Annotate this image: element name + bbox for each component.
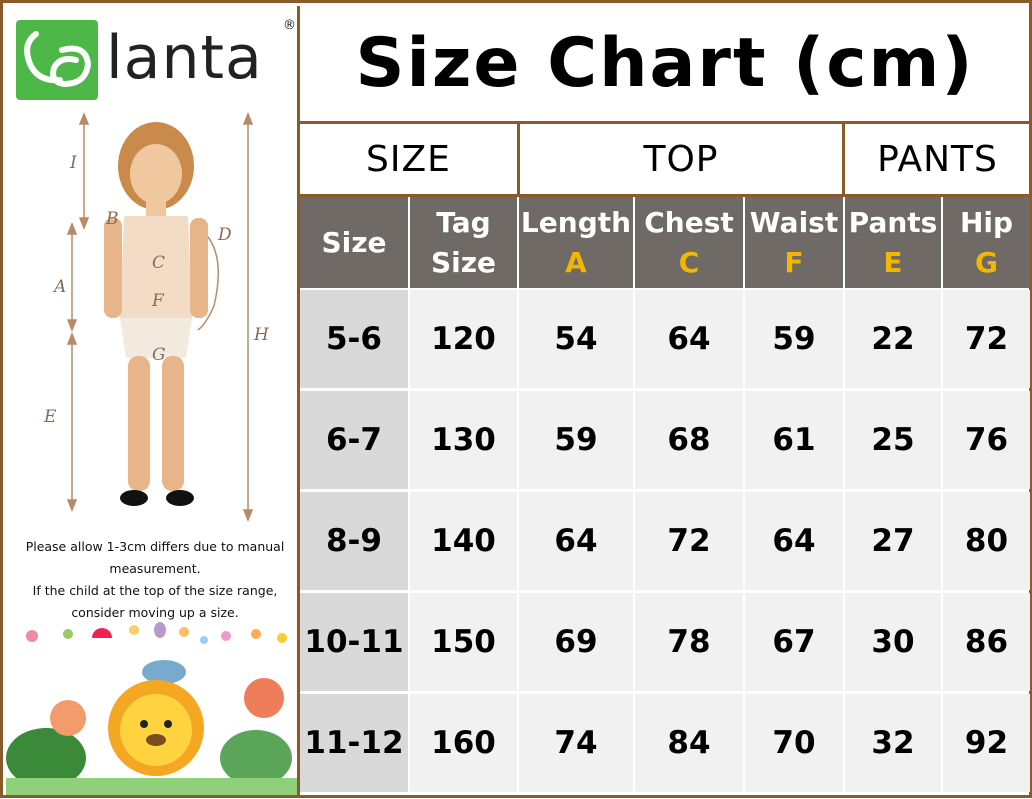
title-rule xyxy=(300,121,1030,124)
table-cell-pants: 25 xyxy=(845,391,941,489)
logo-mark-icon xyxy=(16,20,98,100)
note-line: If the child at the top of the size rang… xyxy=(32,583,278,598)
table-cell-chest: 68 xyxy=(635,391,743,489)
col-header-chest: Chest C xyxy=(635,197,743,288)
group-header-size: SIZE xyxy=(366,138,451,180)
table-cell-length: 74 xyxy=(519,694,633,792)
label-b: B xyxy=(105,209,119,229)
table-cell-hip: 86 xyxy=(943,593,1030,691)
child-figure-icon xyxy=(104,122,208,506)
table-cell-tag: 130 xyxy=(410,391,517,489)
table-cell-tag: 160 xyxy=(410,694,517,792)
table-cell-length: 69 xyxy=(519,593,633,691)
label-h: H xyxy=(253,325,270,345)
label-c: C xyxy=(152,253,165,273)
table-cell-chest: 64 xyxy=(635,290,743,388)
col-header-label-2: Size xyxy=(430,245,497,279)
table-cell-size: 8-9 xyxy=(300,492,408,590)
table-cell-hip: 72 xyxy=(943,290,1030,388)
table-cell-length: 59 xyxy=(519,391,633,489)
table-cell-pants: 32 xyxy=(845,694,941,792)
col-header-code: F xyxy=(784,245,804,279)
col-header-tag-size: Tag Size xyxy=(410,197,517,288)
col-header-size: Size xyxy=(300,197,408,288)
col-header-length: Length A xyxy=(519,197,633,288)
group-header-pants: PANTS xyxy=(877,138,998,180)
col-header-label: Hip xyxy=(959,205,1014,239)
note-line: measurement. xyxy=(109,561,201,576)
col-header-hip: Hip G xyxy=(943,197,1030,288)
note-line: consider moving up a size. xyxy=(71,605,239,620)
col-header-code: C xyxy=(678,245,700,279)
table-cell-size: 10-11 xyxy=(300,593,408,691)
note-line: Please allow 1-3cm differs due to manual xyxy=(25,539,285,554)
table-cell-tag: 140 xyxy=(410,492,517,590)
label-g: G xyxy=(152,345,166,365)
table-cell-pants: 30 xyxy=(845,593,941,691)
table-cell-size: 6-7 xyxy=(300,391,408,489)
label-e: E xyxy=(43,407,57,427)
brand-logo: lanta ® xyxy=(16,18,296,104)
table-cell-hip: 76 xyxy=(943,391,1030,489)
col-header-code: G xyxy=(975,245,998,279)
fruit-icons-row xyxy=(26,622,287,644)
left-panel: lanta ® xyxy=(6,6,298,795)
col-header-label: Pants xyxy=(848,205,938,239)
group-divider xyxy=(517,124,520,194)
table-cell-pants: 22 xyxy=(845,290,941,388)
col-header-label: Length xyxy=(520,205,632,239)
col-header-code: A xyxy=(565,245,587,279)
col-header-pants: Pants E xyxy=(845,197,941,288)
table-cell-tag: 120 xyxy=(410,290,517,388)
label-i: I xyxy=(69,153,77,173)
table-cell-pants: 27 xyxy=(845,492,941,590)
table-cell-hip: 92 xyxy=(943,694,1030,792)
col-header-label: Tag xyxy=(436,205,491,239)
col-header-label: Chest xyxy=(644,205,734,239)
table-cell-size: 5-6 xyxy=(300,290,408,388)
table-cell-waist: 70 xyxy=(745,694,843,792)
table-cell-size: 11-12 xyxy=(300,694,408,792)
col-header-label: Size xyxy=(321,225,387,259)
group-rule xyxy=(300,194,1030,197)
chart-title: Size Chart (cm) xyxy=(355,24,975,103)
table-cell-hip: 80 xyxy=(943,492,1030,590)
measurement-diagram: I B D A C F G H E xyxy=(6,106,298,526)
label-d: D xyxy=(217,225,232,245)
table-cell-waist: 61 xyxy=(745,391,843,489)
col-header-waist: Waist F xyxy=(745,197,843,288)
table-cell-chest: 72 xyxy=(635,492,743,590)
table-cell-chest: 78 xyxy=(635,593,743,691)
panel-divider xyxy=(297,6,300,795)
label-a: A xyxy=(52,277,66,297)
measurement-note: Please allow 1-3cm differs due to manual… xyxy=(16,536,294,624)
table-cell-waist: 59 xyxy=(745,290,843,388)
table-cell-chest: 84 xyxy=(635,694,743,792)
group-divider xyxy=(842,124,845,194)
table-cell-length: 54 xyxy=(519,290,633,388)
registered-mark: ® xyxy=(283,18,296,33)
col-header-code: E xyxy=(883,245,903,279)
table-cell-waist: 67 xyxy=(745,593,843,691)
table-cell-length: 64 xyxy=(519,492,633,590)
group-header-top: TOP xyxy=(643,138,719,180)
label-f: F xyxy=(151,291,165,311)
brand-name: lanta xyxy=(106,23,263,93)
decorative-illustration xyxy=(6,618,298,795)
col-header-label: Waist xyxy=(749,205,839,239)
table-cell-waist: 64 xyxy=(745,492,843,590)
table-cell-tag: 150 xyxy=(410,593,517,691)
